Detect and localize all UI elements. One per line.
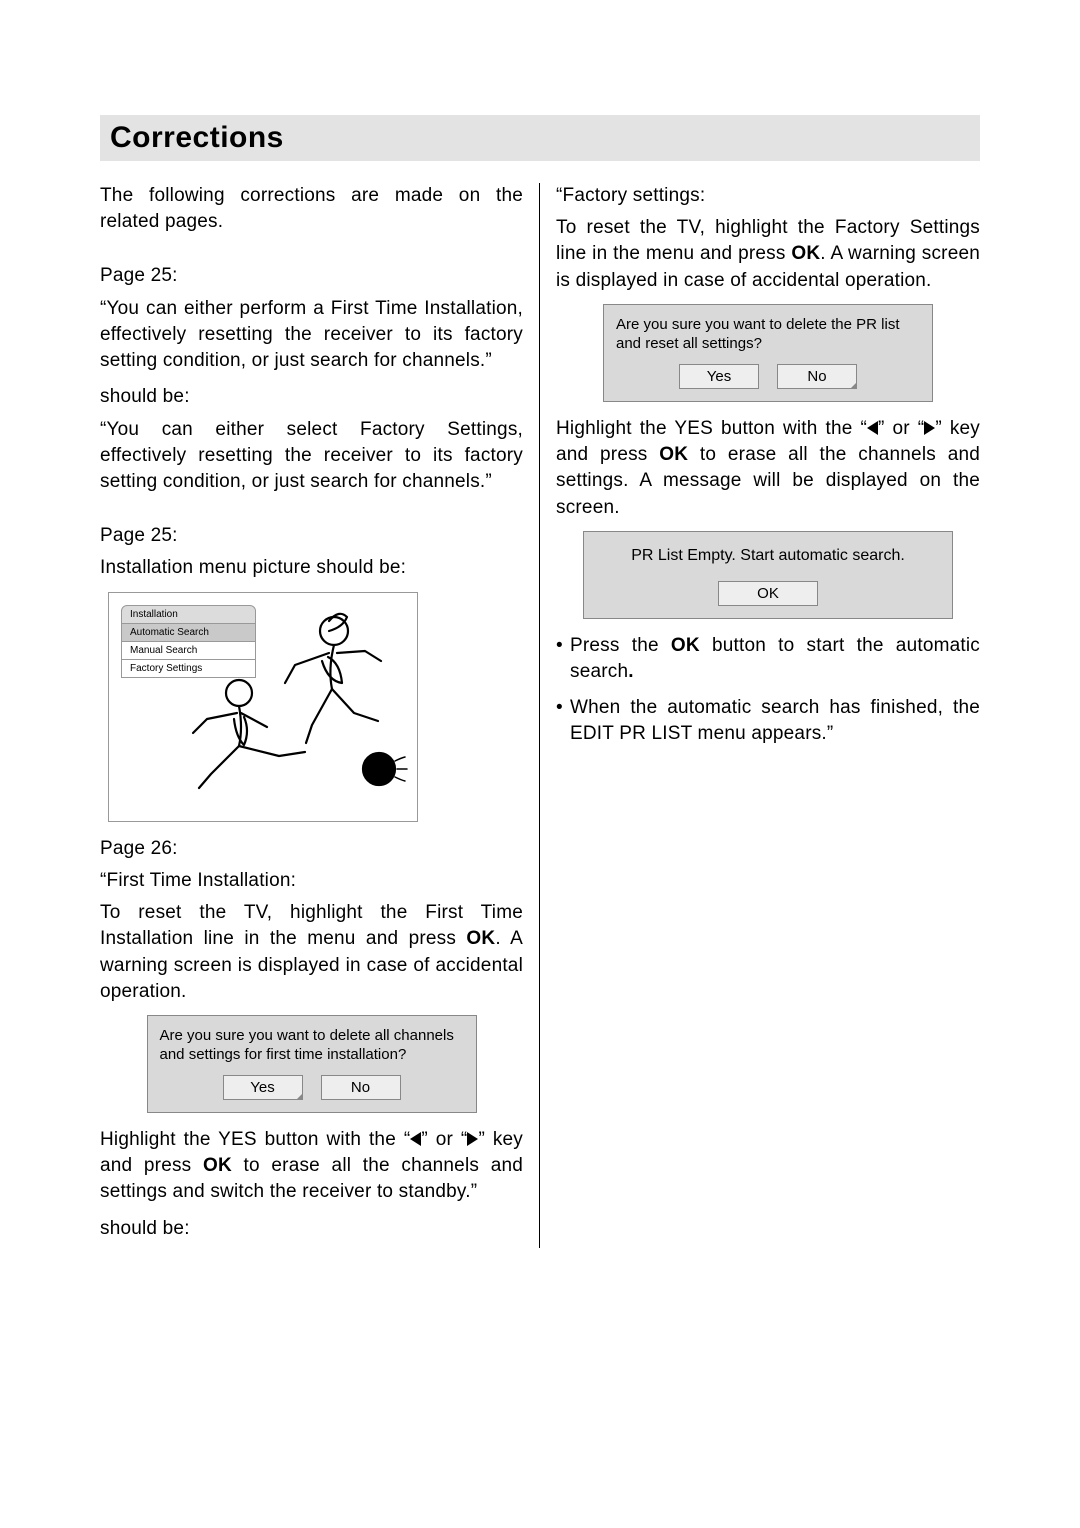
factory-settings-title: “Factory settings:	[556, 183, 980, 209]
dialog3-text: PR List Empty. Start automatic search.	[596, 546, 940, 567]
t-b: ” or “	[421, 1129, 467, 1150]
right-column: “Factory settings: To reset the TV, high…	[540, 183, 980, 1248]
left-column: The following corrections are made on th…	[100, 183, 540, 1248]
t-a: Highlight the YES button with the “	[100, 1129, 410, 1150]
rt-b: ” or “	[878, 418, 924, 439]
b1-dot: .	[628, 661, 633, 682]
dialog3-ok-button[interactable]: OK	[718, 581, 818, 606]
dialog1-text: Are you sure you want to delete all chan…	[160, 1026, 464, 1065]
intro-text: The following corrections are made on th…	[100, 183, 523, 235]
right-arrow-icon	[924, 421, 935, 435]
ok-text-5: OK	[671, 635, 700, 656]
menu-header: Installation	[121, 605, 256, 624]
corrected-text-1: “You can either select Factory Settings,…	[100, 417, 523, 496]
bullet-2: When the automatic search has finished, …	[556, 695, 980, 747]
no-label: No	[351, 1079, 370, 1096]
installation-menu-figure: Installation Automatic Search Manual Sea…	[108, 592, 418, 822]
bullet-1: Press the OK button to start the automat…	[556, 633, 980, 685]
pr-list-empty-dialog: PR List Empty. Start automatic search. O…	[583, 531, 953, 619]
fti-body-a: To reset the TV, highlight the First Tim…	[100, 902, 523, 949]
ok-text-1: OK	[466, 928, 495, 949]
confirm-dialog-first-time: Are you sure you want to delete all chan…	[147, 1015, 477, 1113]
page-title: Corrections	[110, 121, 284, 154]
no-label-2: No	[807, 368, 826, 385]
first-time-title: “First Time Installation:	[100, 868, 523, 894]
yes-label-2: Yes	[707, 368, 731, 385]
dialog3-buttons: OK	[596, 581, 940, 606]
first-time-body: To reset the TV, highlight the First Tim…	[100, 900, 523, 1005]
right-arrow-icon	[467, 1132, 478, 1146]
dialog2-no-button[interactable]: No	[777, 364, 857, 389]
should-be-1: should be:	[100, 384, 523, 410]
ok-text-3: OK	[791, 243, 820, 264]
left-arrow-icon	[867, 421, 878, 435]
should-be-2: should be:	[100, 1216, 523, 1242]
ok-text-4: OK	[659, 444, 688, 465]
ok-text-2: OK	[203, 1155, 232, 1176]
heading-bar: Corrections	[100, 115, 980, 161]
menu-item-factory-settings: Factory Settings	[121, 660, 256, 678]
dialog1-buttons: Yes No	[160, 1075, 464, 1100]
original-text-1: “You can either perform a First Time Ins…	[100, 296, 523, 375]
install-caption: Installation menu picture should be:	[100, 555, 523, 581]
ok-label: OK	[757, 585, 779, 602]
left-arrow-icon	[410, 1132, 421, 1146]
b1-a: Press the	[570, 635, 671, 656]
confirm-dialog-factory: Are you sure you want to delete the PR l…	[603, 304, 933, 402]
factory-settings-body: To reset the TV, highlight the Factory S…	[556, 215, 980, 294]
page-ref-25a: Page 25:	[100, 263, 523, 289]
dialog2-buttons: Yes No	[616, 364, 920, 389]
highlight-yes-instruction-2: Highlight the YES button with the “ ” or …	[556, 416, 980, 521]
menu-item-manual-search: Manual Search	[121, 642, 256, 660]
dialog1-no-button[interactable]: No	[321, 1075, 401, 1100]
cursor-icon	[296, 1093, 303, 1100]
menu-item-auto-search: Automatic Search	[121, 624, 256, 642]
page-ref-25b: Page 25:	[100, 523, 523, 549]
page-ref-26: Page 26:	[100, 836, 523, 862]
highlight-yes-instruction-1: Highlight the YES button with the “ ” or …	[100, 1127, 523, 1206]
content-columns: The following corrections are made on th…	[100, 183, 980, 1248]
dialog2-text: Are you sure you want to delete the PR l…	[616, 315, 920, 354]
dialog1-yes-button[interactable]: Yes	[223, 1075, 303, 1100]
installation-menu: Installation Automatic Search Manual Sea…	[121, 605, 256, 678]
yes-label: Yes	[250, 1079, 274, 1096]
cursor-icon	[850, 382, 857, 389]
rt-a: Highlight the YES button with the “	[556, 418, 867, 439]
dialog2-yes-button[interactable]: Yes	[679, 364, 759, 389]
